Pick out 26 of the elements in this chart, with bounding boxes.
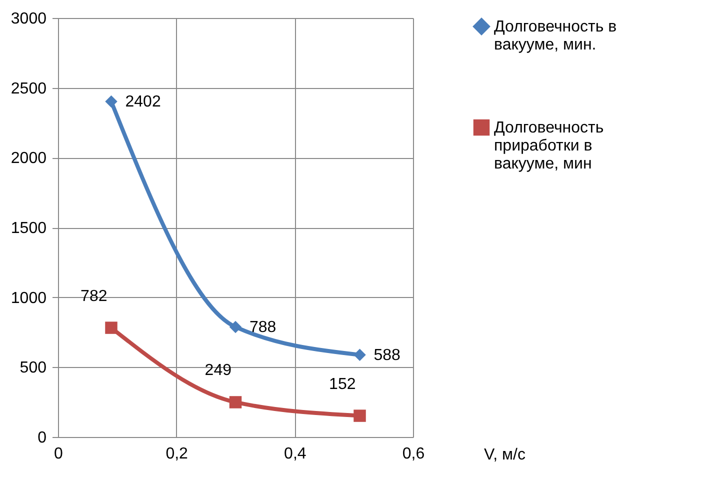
y-tick-label: 0 — [38, 430, 47, 446]
y-tick-label: 3000 — [10, 10, 47, 28]
x-tick-label: 0,4 — [284, 446, 306, 462]
point — [354, 410, 366, 422]
x-tick-label: 0,2 — [166, 446, 188, 462]
y-tick-label: 2500 — [10, 80, 47, 98]
point — [105, 95, 118, 108]
point — [105, 322, 118, 334]
legend-label: Долговечность приработки в вакууме, мин — [494, 120, 604, 172]
x-axis-title: V, м/с — [484, 446, 526, 464]
point — [229, 320, 242, 334]
y-tick-label: 2000 — [10, 150, 47, 168]
legend-label: Долговечность в вакууме, мин. — [494, 18, 617, 54]
x-tick-label: 0,6 — [402, 446, 425, 462]
data-label: 588 — [374, 346, 401, 364]
x-tick-label: 0 — [54, 446, 64, 462]
y-tick-label: 1500 — [10, 220, 47, 237]
data-label: 249 — [204, 362, 232, 380]
point — [229, 396, 242, 408]
y-tick-label: 1000 — [10, 290, 47, 307]
data-label: 782 — [80, 288, 108, 305]
data-label: 152 — [329, 376, 356, 393]
data-label: 2402 — [125, 94, 161, 111]
data-label: 788 — [250, 318, 276, 336]
point — [354, 348, 366, 361]
y-tick-label: 500 — [20, 360, 47, 377]
